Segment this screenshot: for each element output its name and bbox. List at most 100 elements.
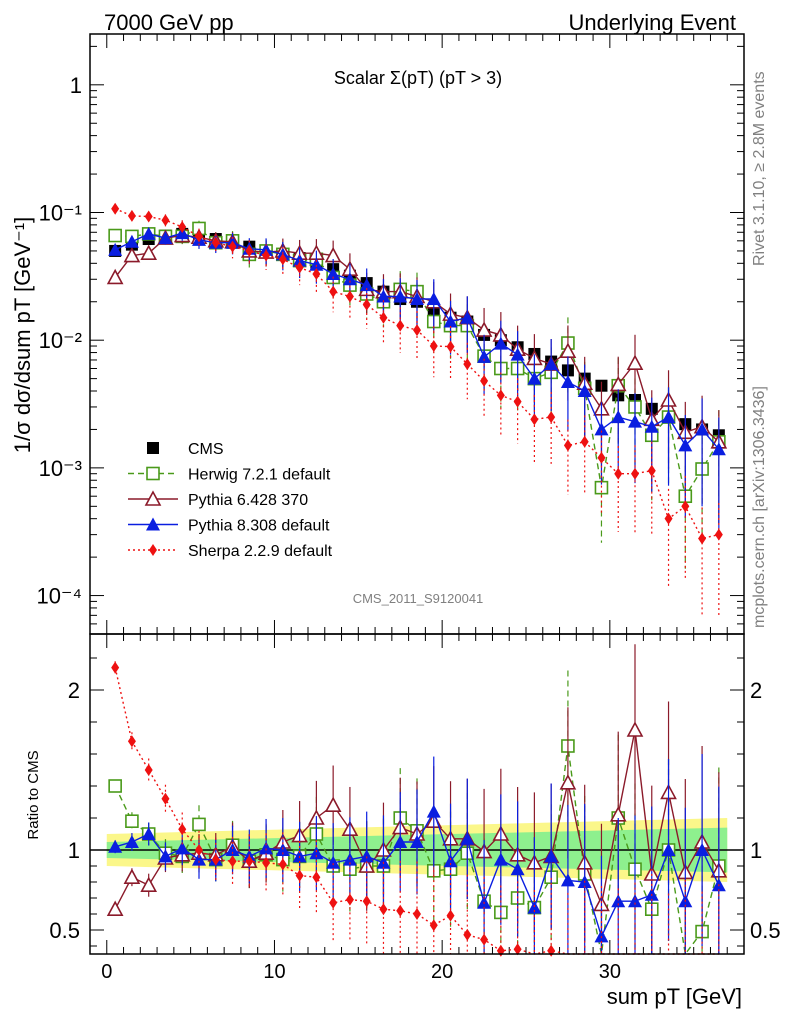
ratio-point-pythia-8-308-default: [560, 873, 575, 887]
ratio-point-sherpa-2-2-9-default: [144, 764, 153, 776]
ratio-point-pythia-6-428-370: [106, 900, 124, 917]
ratio-point-pythia-8-308-default: [544, 849, 559, 863]
ratio-point-sherpa-2-2-9-default: [429, 919, 438, 932]
y-tick-label: 1: [70, 73, 82, 98]
ratio-point-herwig-7-2-1-default: [125, 814, 139, 829]
main-point-sherpa-2-2-9-default: [547, 411, 556, 424]
ratio-point-sherpa-2-2-9-default: [295, 869, 304, 882]
y-tick-label: 10⁻¹: [39, 200, 82, 225]
legend-label-cms: CMS: [188, 441, 224, 458]
rivet-label: Rivet 3.1.10, ≥ 2.8M events: [751, 71, 768, 266]
ratio-point-pythia-8-308-default: [192, 852, 206, 866]
ratio-point-sherpa-2-2-9-default: [413, 908, 421, 920]
analysis-tag: CMS_2011_S9120041: [353, 591, 484, 606]
main-point-sherpa-2-2-9-default: [664, 512, 673, 525]
legend-label-herwig-7-2-1-default: Herwig 7.2.1 default: [188, 467, 331, 484]
ratio-point-pythia-8-308-default: [510, 862, 525, 876]
ratio-point-sherpa-2-2-9-default: [480, 933, 489, 946]
ratio-point-sherpa-2-2-9-default: [379, 903, 388, 916]
ratio-point-sherpa-2-2-9-default: [547, 944, 556, 957]
main-point-pythia-8-308-default: [477, 349, 492, 363]
main-line-sherpa-2-2-9-default: [114, 208, 719, 540]
ratio-point-pythia-8-308-default: [527, 900, 542, 914]
main-point-pythia-8-308-default: [661, 410, 676, 424]
main-point-sherpa-2-2-9-default: [446, 340, 455, 353]
ratio-point-sherpa-2-2-9-default: [262, 856, 271, 869]
ratio-point-pythia-8-308-default: [628, 894, 642, 908]
main-point-sherpa-2-2-9-default: [513, 395, 522, 408]
main-point-pythia-8-308-default: [410, 292, 424, 306]
main-point-pythia-8-308-default: [628, 414, 642, 428]
ratio-point-pythia-8-308-default: [594, 929, 609, 943]
main-point-pythia-8-308-default: [124, 234, 139, 248]
ratio-point-sherpa-2-2-9-default: [127, 735, 136, 748]
ratio-y-tick-label: 1: [68, 838, 80, 863]
ratio-point-sherpa-2-2-9-default: [161, 792, 170, 805]
ratio-frame: [89, 633, 745, 955]
main-point-sherpa-2-2-9-default: [127, 209, 136, 222]
main-point-sherpa-2-2-9-default: [278, 253, 287, 266]
main-point-pythia-8-308-default: [611, 410, 626, 424]
ratio-point-pythia-8-308-default: [443, 854, 458, 868]
main-point-pythia-6-428-370: [106, 268, 124, 285]
main-point-sherpa-2-2-9-default: [195, 230, 203, 243]
ratio-y-tick-label-right: 1: [750, 838, 762, 863]
main-point-sherpa-2-2-9-default: [362, 298, 371, 311]
legend-marker-pythia-6-428-370: [144, 490, 162, 506]
main-point-pythia-8-308-default: [577, 383, 592, 397]
main-point-sherpa-2-2-9-default: [480, 374, 489, 387]
ratio-point-pythia-8-308-default: [309, 846, 324, 860]
ratio-point-pythia-6-428-370: [324, 796, 342, 813]
ratio-series-sherpa-2-2-9-default: [111, 661, 720, 957]
ratio-point-sherpa-2-2-9-default: [496, 944, 505, 957]
main-point-herwig-7-2-1-default: [108, 228, 122, 243]
ratio-point-sherpa-2-2-9-default: [178, 823, 187, 836]
main-point-sherpa-2-2-9-default: [530, 413, 539, 426]
ratio-point-pythia-8-308-default: [275, 843, 290, 856]
main-point-sherpa-2-2-9-default: [345, 290, 354, 303]
main-point-pythia-8-308-default: [158, 231, 173, 245]
ratio-point-sherpa-2-2-9-default: [329, 896, 338, 909]
main-point-sherpa-2-2-9-default: [597, 451, 606, 464]
y-tick-label: 10⁻⁴: [36, 584, 82, 609]
plot-title: Scalar Σ(pT) (pT > 3): [334, 68, 502, 88]
main-point-sherpa-2-2-9-default: [496, 389, 505, 402]
main-point-sherpa-2-2-9-default: [329, 285, 338, 298]
main-point-sherpa-2-2-9-default: [379, 311, 388, 324]
ratio-point-pythia-8-308-default: [124, 835, 139, 848]
main-point-pythia-8-308-default: [527, 371, 542, 385]
main-point-pythia-8-308-default: [493, 336, 508, 350]
main-point-pythia-8-308-default: [443, 314, 458, 328]
main-point-sherpa-2-2-9-default: [714, 528, 723, 541]
main-point-pythia-8-308-default: [376, 289, 391, 303]
main-point-sherpa-2-2-9-default: [413, 324, 421, 337]
main-point-sherpa-2-2-9-default: [245, 244, 254, 257]
main-point-pythia-8-308-default: [510, 347, 525, 361]
legend-marker-pythia-8-308-default: [146, 517, 160, 531]
main-point-sherpa-2-2-9-default: [161, 214, 170, 227]
main-point-sherpa-2-2-9-default: [647, 464, 656, 477]
x-tick-label: 0: [101, 961, 112, 983]
main-point-sherpa-2-2-9-default: [463, 358, 472, 371]
legend: CMS Herwig 7.2.1 default Pythia 6.428 370 P…: [128, 441, 333, 560]
header-left: 7000 GeV pp: [104, 10, 234, 35]
ratio-y-tick-label: 0.5: [49, 918, 80, 943]
main-point-pythia-8-308-default: [711, 442, 726, 456]
ratio-point-sherpa-2-2-9-default: [345, 893, 354, 906]
ratio-point-sherpa-2-2-9-default: [111, 661, 120, 674]
ratio-point-sherpa-2-2-9-default: [245, 855, 254, 868]
ratio-point-pythia-6-428-370: [626, 721, 644, 737]
ratio-y-tick-label: 2: [68, 678, 80, 703]
main-point-pythia-8-308-default: [359, 278, 374, 292]
x-tick-label: 20: [431, 961, 453, 983]
ratio-point-sherpa-2-2-9-default: [463, 928, 472, 941]
ratio-point-sherpa-2-2-9-default: [278, 858, 287, 871]
legend-label-pythia-6-428-370: Pythia 6.428 370: [188, 492, 308, 509]
main-point-pythia-8-308-default: [678, 438, 693, 452]
main-point-pythia-6-428-370: [626, 354, 644, 371]
ratio-point-sherpa-2-2-9-default: [396, 904, 405, 917]
main-point-sherpa-2-2-9-default: [580, 435, 589, 448]
main-point-sherpa-2-2-9-default: [211, 236, 220, 249]
ratio-point-pythia-6-428-370: [140, 876, 158, 893]
